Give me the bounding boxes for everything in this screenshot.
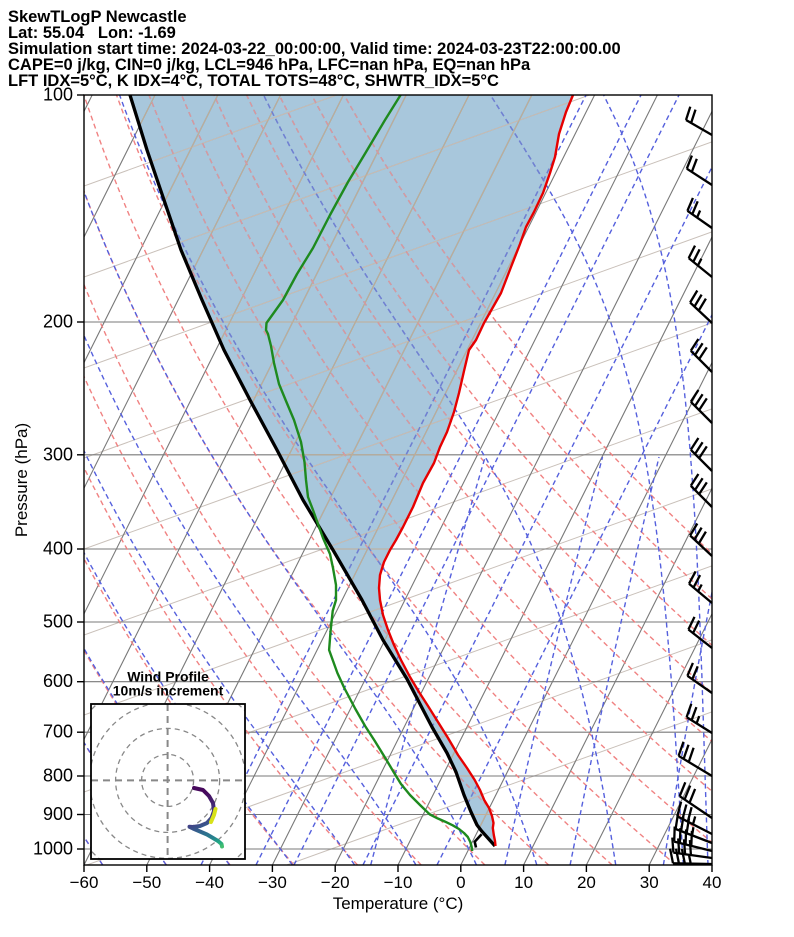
svg-text:−50: −50	[132, 873, 161, 892]
svg-text:−20: −20	[321, 873, 350, 892]
svg-text:300: 300	[43, 444, 73, 464]
svg-text:0: 0	[456, 873, 465, 892]
svg-text:500: 500	[43, 612, 73, 632]
svg-text:20: 20	[577, 873, 596, 892]
svg-text:−40: −40	[195, 873, 224, 892]
svg-text:10m/s increment: 10m/s increment	[113, 683, 224, 699]
svg-text:CAPE=0 j/kg, CIN=0 j/kg, LCL=9: CAPE=0 j/kg, CIN=0 j/kg, LCL=946 hPa, LF…	[8, 56, 531, 74]
svg-text:400: 400	[43, 539, 73, 559]
svg-text:−10: −10	[384, 873, 413, 892]
svg-text:1000: 1000	[33, 839, 73, 859]
svg-text:10: 10	[514, 873, 533, 892]
svg-text:SkewTLogP Newcastle: SkewTLogP Newcastle	[8, 8, 187, 26]
svg-text:200: 200	[43, 312, 73, 332]
svg-text:−30: −30	[258, 873, 287, 892]
svg-text:900: 900	[43, 804, 73, 824]
svg-text:600: 600	[43, 671, 73, 691]
svg-text:800: 800	[43, 766, 73, 786]
svg-text:−60: −60	[70, 873, 99, 892]
svg-text:100: 100	[43, 85, 73, 105]
svg-text:Temperature (°C): Temperature (°C)	[333, 894, 464, 913]
svg-text:Simulation start time: 2024-03: Simulation start time: 2024-03-22_00:00:…	[8, 40, 621, 58]
svg-text:LFT IDX=5°C, K IDX=4°C, TOTAL: LFT IDX=5°C, K IDX=4°C, TOTAL TOTS=48°C,…	[8, 72, 499, 90]
svg-text:Wind Profile: Wind Profile	[127, 669, 209, 685]
svg-text:40: 40	[703, 873, 722, 892]
svg-text:Pressure (hPa): Pressure (hPa)	[12, 423, 31, 537]
svg-text:30: 30	[640, 873, 659, 892]
svg-text:700: 700	[43, 722, 73, 742]
svg-text:Lat: 55.04 Lon: -1.69: Lat: 55.04 Lon: -1.69	[8, 24, 176, 42]
